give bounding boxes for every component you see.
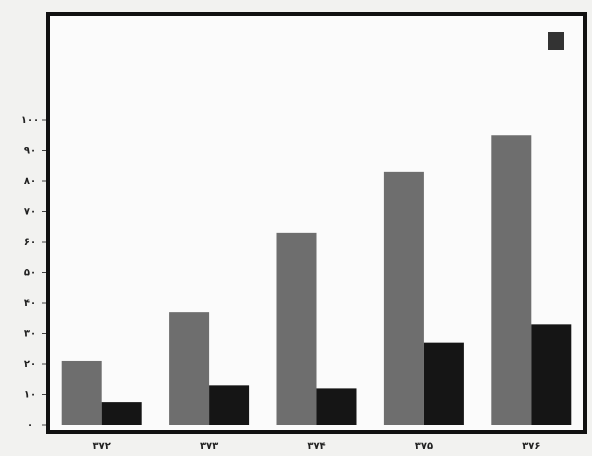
bar xyxy=(531,324,572,425)
y-tick-label: ۰ xyxy=(27,420,33,431)
bar xyxy=(423,342,464,425)
y-tick-label: ۴۰ xyxy=(24,298,36,309)
x-tick-label: ۳۷۶ xyxy=(522,441,540,452)
bar xyxy=(209,385,250,425)
bar xyxy=(101,402,142,425)
y-tick-label: ۶۰ xyxy=(24,237,36,248)
y-tick-label: ۳۰ xyxy=(24,329,36,340)
bar xyxy=(491,135,532,425)
y-tick-label: ۵۰ xyxy=(24,268,36,279)
y-tick-label: ۱۰۰ xyxy=(21,115,39,126)
y-tick-label: ۱۰ xyxy=(24,390,36,401)
x-tick-label: ۳۷۲ xyxy=(93,441,111,452)
bar xyxy=(383,171,424,425)
bar xyxy=(61,360,102,425)
x-tick-label: ۳۷۵ xyxy=(415,441,433,452)
y-tick-label: ۷۰ xyxy=(24,207,36,218)
x-tick-label: ۳۷۴ xyxy=(307,441,325,452)
legend-swatch xyxy=(548,32,564,50)
bar xyxy=(169,312,210,425)
x-tick-label: ۳۷۳ xyxy=(200,441,218,452)
y-tick-label: ۸۰ xyxy=(24,176,36,187)
bar xyxy=(316,388,357,425)
y-tick-label: ۲۰ xyxy=(24,359,36,370)
y-tick-label: ۹۰ xyxy=(24,146,36,157)
bar xyxy=(276,232,317,425)
